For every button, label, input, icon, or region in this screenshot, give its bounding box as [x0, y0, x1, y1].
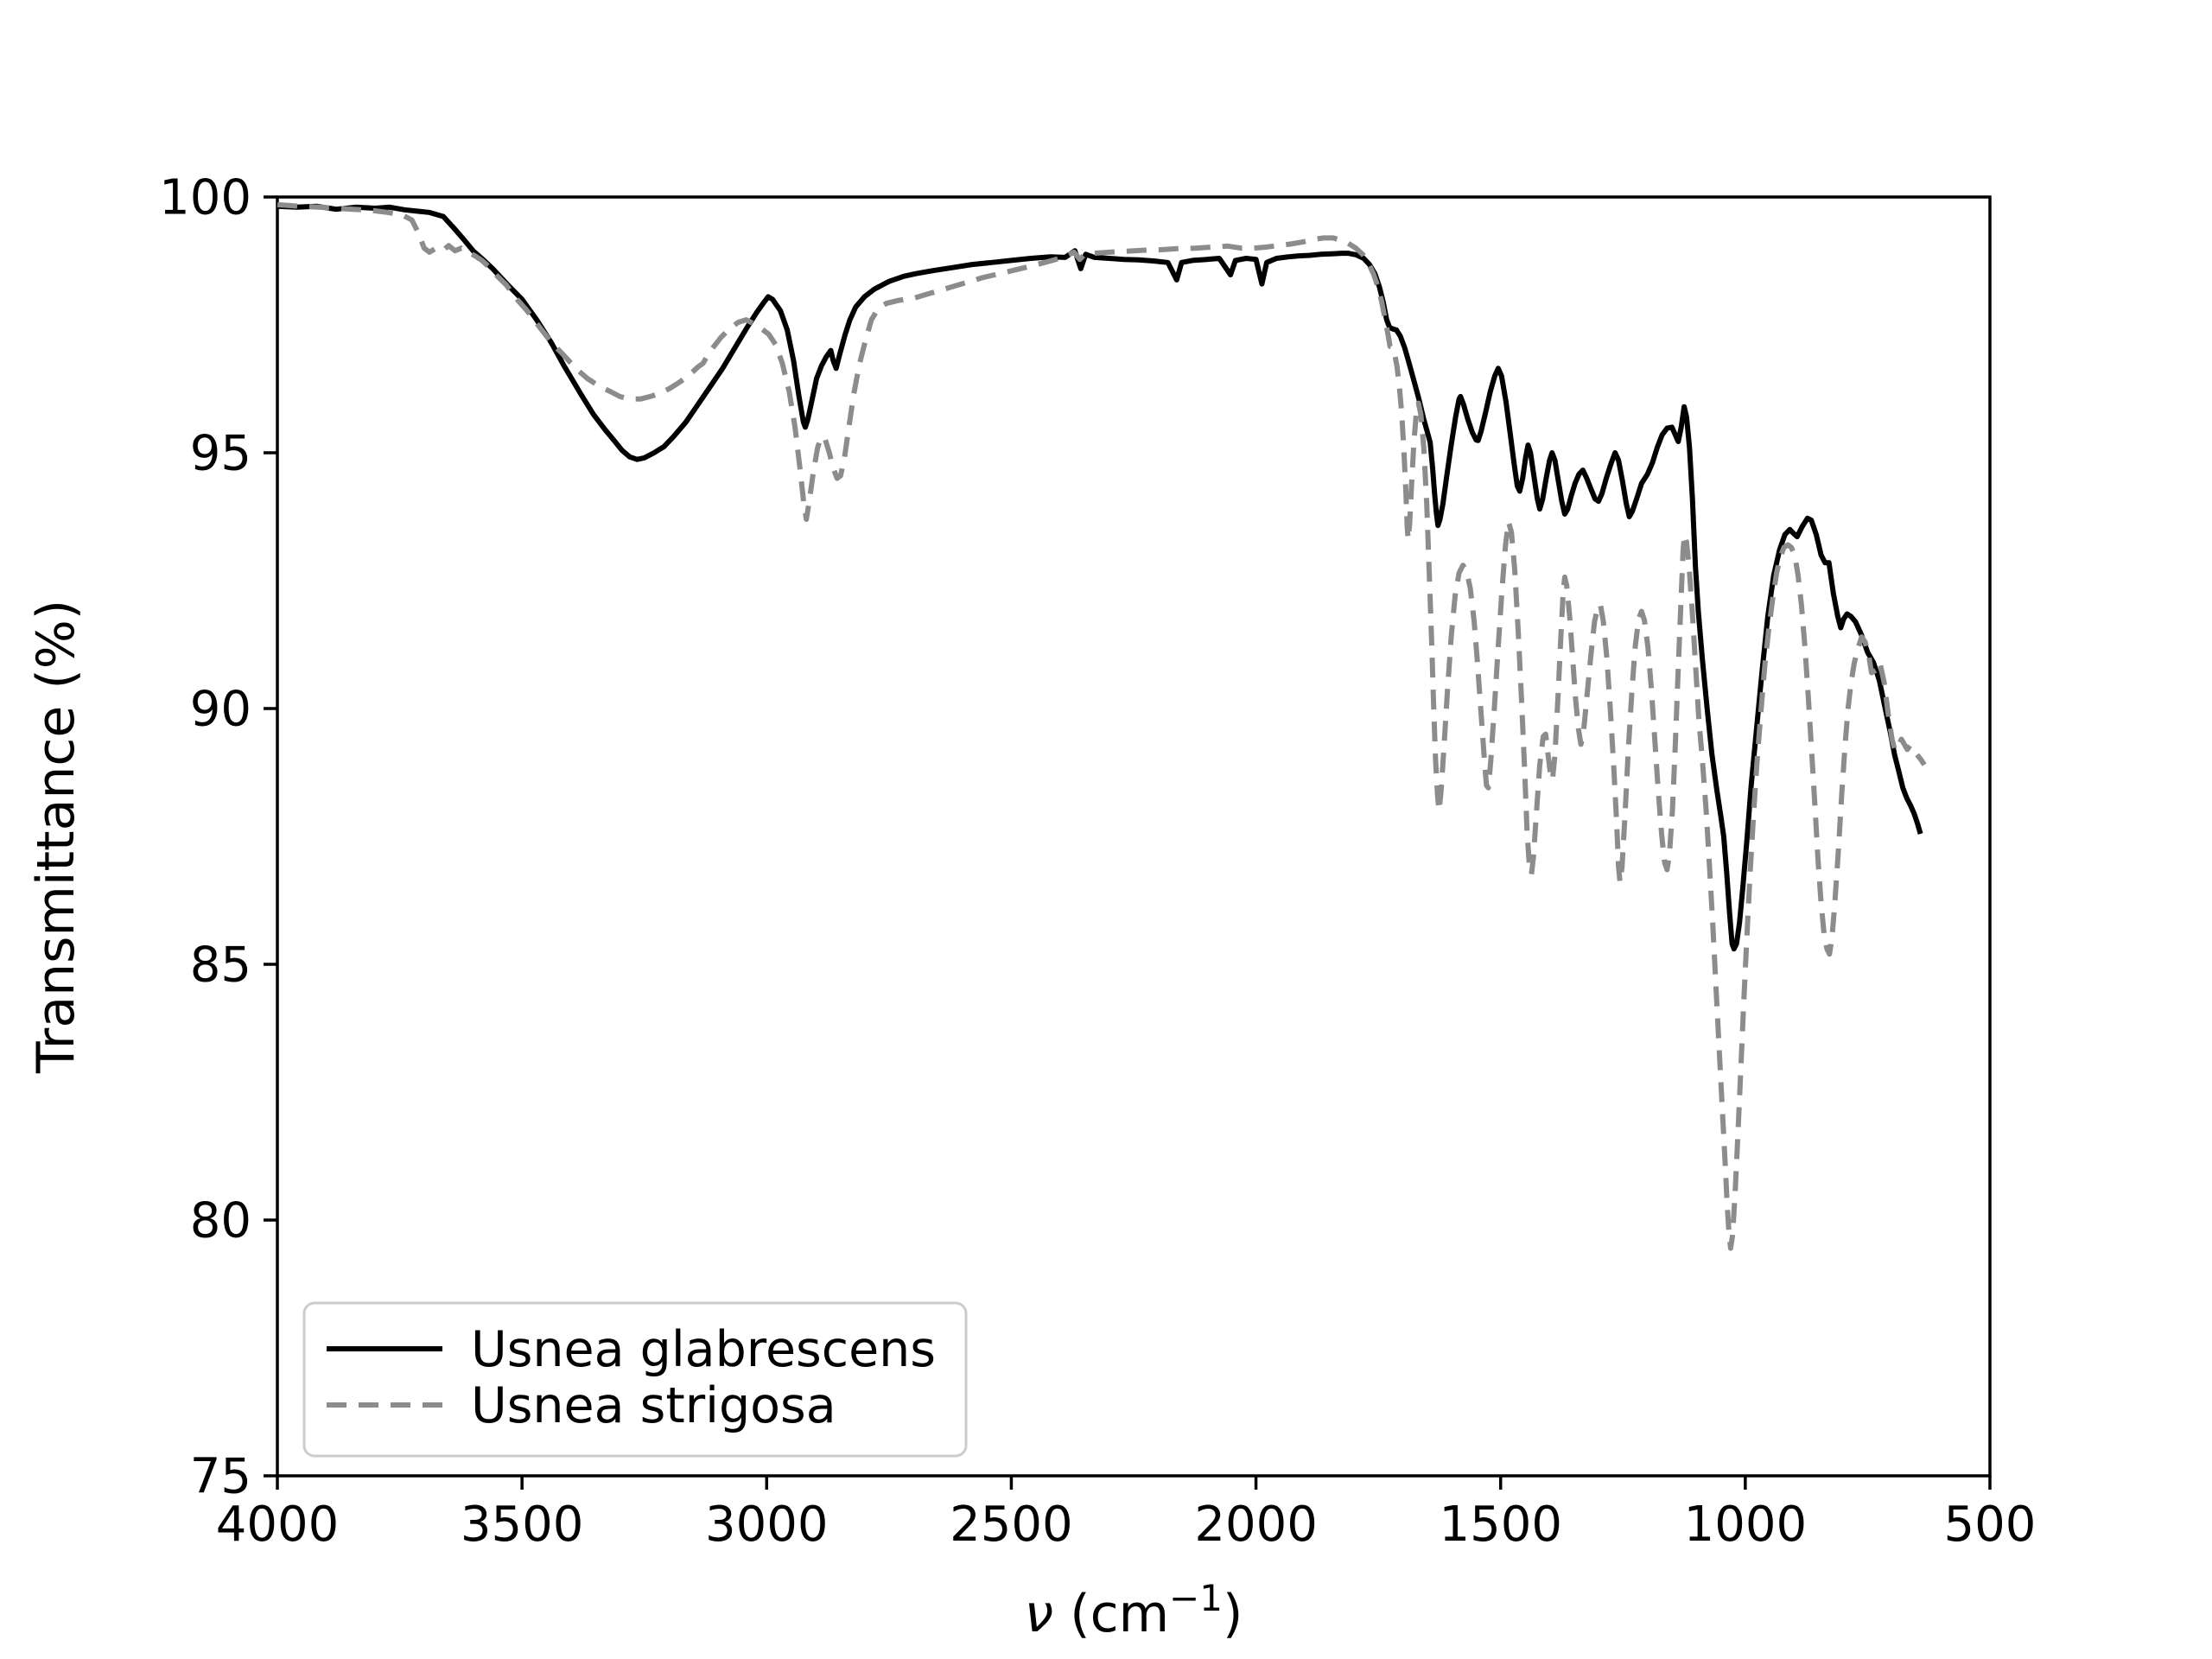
x-axis-label: ν (cm−1): [1025, 1577, 1243, 1644]
x-tick-label: 3500: [461, 1497, 584, 1553]
y-tick-label: 95: [190, 426, 251, 482]
y-axis-label: Transmittance (%): [26, 600, 86, 1074]
y-tick-label: 90: [190, 682, 251, 738]
legend-box: [302, 1301, 968, 1458]
plot-area: [276, 195, 1992, 1478]
x-axis-ticks: 4000 3500 3000 2500 2000 1500 1000 500: [216, 1476, 2037, 1553]
legend-label-strigosa: Usnea strigosa: [471, 1377, 836, 1434]
x-axis-label-close: ): [1223, 1584, 1243, 1644]
x-tick-label: 500: [1944, 1497, 2037, 1553]
y-tick-label: 100: [159, 170, 251, 226]
y-tick-label: 85: [190, 938, 251, 994]
legend-label-glabrescens: Usnea glabrescens: [471, 1321, 936, 1378]
y-tick-label: 80: [190, 1193, 251, 1249]
x-axis-label-superscript: −1: [1169, 1577, 1223, 1619]
y-tick-label: 75: [190, 1449, 251, 1505]
spectrum-usnea-strigosa: [276, 201, 1927, 1251]
y-axis-ticks: 75 80 85 90 95 100: [159, 170, 277, 1505]
x-tick-label: 1000: [1684, 1497, 1808, 1553]
spectra-curves: [276, 201, 1927, 1251]
x-tick-label: 2000: [1194, 1497, 1318, 1553]
legend: Usnea glabrescens Usnea strigosa: [302, 1301, 968, 1458]
x-tick-label: 1500: [1439, 1497, 1562, 1553]
spectrum-usnea-glabrescens: [276, 203, 1923, 952]
x-axis-label-unit: (cm: [1053, 1584, 1169, 1644]
x-tick-label: 3000: [705, 1497, 829, 1553]
x-tick-label: 4000: [216, 1497, 340, 1553]
x-tick-label: 2500: [950, 1497, 1073, 1553]
x-axis-label-nu: ν: [1025, 1584, 1054, 1644]
